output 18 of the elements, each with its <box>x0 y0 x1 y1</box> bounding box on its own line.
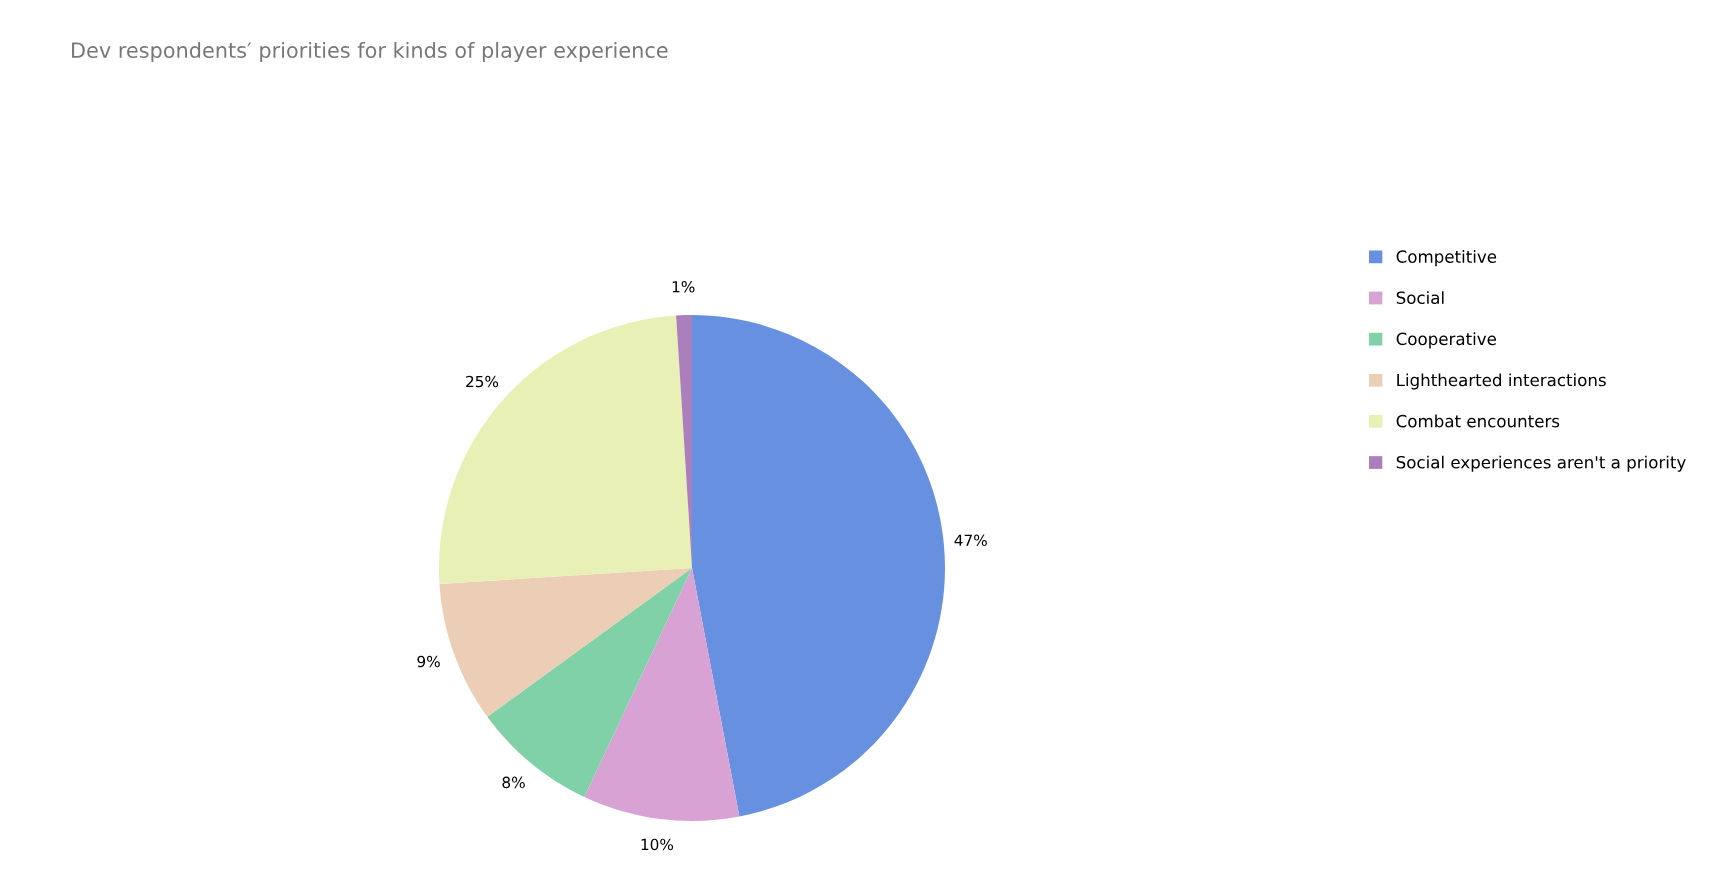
data-label: 10% <box>641 838 674 851</box>
legend-label: Social <box>1396 291 1444 305</box>
pie-slice <box>692 315 945 817</box>
pie-slice <box>439 568 692 717</box>
pie-slice <box>584 568 740 821</box>
legend-label: Lighthearted interactions <box>1397 373 1606 390</box>
legend-label: Combat encounters <box>1396 414 1560 428</box>
data-label: 25% <box>466 375 499 388</box>
pie-slice <box>439 315 692 584</box>
chart-title: Dev respondents′ priorities for kinds of player experience <box>72 41 668 63</box>
legend-label: Cooperative <box>1396 332 1496 349</box>
legend-label: Social experiences aren't a priority <box>1396 455 1686 472</box>
pie-slice <box>487 568 692 797</box>
data-label: 1% <box>672 281 695 293</box>
legend-label: Competitive <box>1396 250 1497 267</box>
data-label: 47% <box>954 534 987 547</box>
data-label: 9% <box>417 655 440 668</box>
data-label: 8% <box>502 776 525 789</box>
